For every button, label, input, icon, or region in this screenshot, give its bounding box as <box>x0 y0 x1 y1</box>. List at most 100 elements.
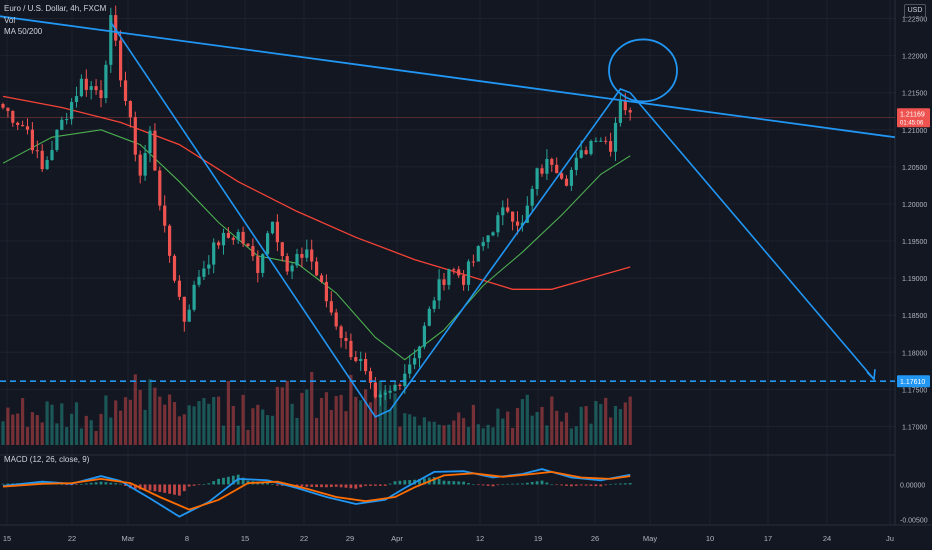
volume-bar-17 <box>84 415 88 445</box>
volume-bar-86 <box>422 417 426 445</box>
candle-body-89 <box>437 279 441 301</box>
candle-body-55 <box>270 221 275 234</box>
volume-bar-78 <box>383 390 387 445</box>
volume-bar-118 <box>579 406 583 445</box>
macd-hist-94 <box>462 481 465 485</box>
candle-body-85 <box>417 346 422 359</box>
time-tick-0: 15 <box>3 534 11 543</box>
candle-body-12 <box>60 119 64 130</box>
macd-hist-40 <box>197 484 201 486</box>
macd-hist-25 <box>124 484 127 486</box>
candles-layer <box>1 5 632 406</box>
candle-body-128 <box>628 110 632 113</box>
volume-bar-104 <box>511 428 515 445</box>
price-axis[interactable]: 1.22500 1.22000 1.21500 1.21000 1.20500 1.200… <box>897 17 930 525</box>
macd-hist-43 <box>212 481 216 485</box>
macd-hist-85 <box>418 479 421 485</box>
macd-hist-106 <box>521 483 524 485</box>
candle-body-119 <box>584 150 588 155</box>
candle-body-4 <box>21 125 25 127</box>
volume-bar-24 <box>119 410 123 445</box>
candle-body-19 <box>94 86 98 91</box>
time-tick-1: 22 <box>68 534 76 543</box>
candle-body-96 <box>471 261 475 263</box>
volume-bar-28 <box>138 389 142 445</box>
time-tick-5: 22 <box>300 534 308 543</box>
candle-body-31 <box>153 130 157 171</box>
volume-bar-33 <box>163 404 167 445</box>
volume-bar-114 <box>560 421 564 445</box>
macd-hist-114 <box>560 484 563 486</box>
volume-bar-29 <box>143 409 147 445</box>
volume-bar-46 <box>226 380 230 445</box>
volume-bar-25 <box>123 397 128 445</box>
macd-hist-38 <box>187 484 191 487</box>
macd-hist-72 <box>354 484 358 489</box>
ma-label[interactable]: MA 50/200 <box>4 27 43 36</box>
volume-bar-48 <box>236 425 240 445</box>
volume-bar-115 <box>564 412 569 445</box>
candle-body-76 <box>373 382 377 398</box>
price-tick-1: 1.22000 <box>902 54 927 61</box>
candle-body-53 <box>261 254 265 273</box>
volume-bar-62 <box>305 389 309 445</box>
currency-button[interactable]: USD <box>904 4 926 18</box>
candle-body-17 <box>84 78 88 90</box>
volume-bar-125 <box>613 405 618 445</box>
volume-bar-85 <box>417 425 422 445</box>
candle-body-118 <box>579 150 583 158</box>
volume-bar-98 <box>481 428 485 445</box>
volume-bar-90 <box>442 425 446 445</box>
candle-body-41 <box>202 268 206 277</box>
volume-bar-93 <box>457 412 461 445</box>
volume-label[interactable]: Vol <box>4 16 16 25</box>
volume-bar-36 <box>177 416 181 445</box>
macd-hist-69 <box>339 484 343 488</box>
candle-body-74 <box>364 359 368 372</box>
macd-hist-82 <box>403 480 407 485</box>
volume-bar-54 <box>266 415 270 445</box>
volume-bar-56 <box>275 386 279 445</box>
time-tick-15: Ju <box>886 534 894 543</box>
signal-line <box>2 470 631 511</box>
volume-bar-70 <box>344 411 348 445</box>
volume-bar-16 <box>79 428 83 445</box>
volume-bar-95 <box>466 427 471 445</box>
candle-body-30 <box>148 130 152 154</box>
time-axis[interactable]: 15 22 Mar 8 15 22 29 Apr 12 19 26 May 10 17 24 Ju <box>3 534 894 543</box>
macd-hist-112 <box>550 484 554 486</box>
macd-hist-41 <box>202 484 206 485</box>
macd-hist-65 <box>320 484 323 488</box>
candle-body-108 <box>530 188 534 206</box>
volume-bar-100 <box>491 427 495 445</box>
candle-body-15 <box>74 96 79 103</box>
macd-hist-79 <box>388 483 392 485</box>
volume-bar-120 <box>589 423 593 445</box>
candle-body-44 <box>217 242 221 246</box>
countdown-label: 01:45:06 <box>900 120 924 126</box>
chart-grid <box>0 0 932 526</box>
time-tick-11: May <box>643 534 657 543</box>
time-tick-3: 8 <box>185 534 189 543</box>
symbol-title[interactable]: Euro / U.S. Dollar, 4h, FXCM <box>4 4 107 13</box>
macd-hist-77 <box>378 484 382 486</box>
macd-hist-12 <box>60 484 64 485</box>
macd-label[interactable]: MACD (12, 26, close, 9) <box>4 455 90 464</box>
macd-hist-42 <box>207 483 211 485</box>
macd-hist-96 <box>472 484 475 486</box>
candle-body-107 <box>525 205 529 223</box>
macd-tick-0: 0.00000 <box>900 482 925 489</box>
volume-bar-82 <box>403 413 407 445</box>
macd-hist-44 <box>217 478 220 485</box>
candle-body-18 <box>89 86 93 90</box>
volume-bar-35 <box>172 402 177 445</box>
volume-bar-50 <box>246 429 250 445</box>
candle-body-110 <box>540 168 544 174</box>
candle-body-70 <box>344 338 348 341</box>
macd-hist-99 <box>486 484 490 486</box>
volume-bar-92 <box>452 420 456 445</box>
macd-hist-36 <box>178 484 181 496</box>
volume-bar-101 <box>496 408 500 445</box>
price-tick-9: 1.18000 <box>902 350 927 357</box>
